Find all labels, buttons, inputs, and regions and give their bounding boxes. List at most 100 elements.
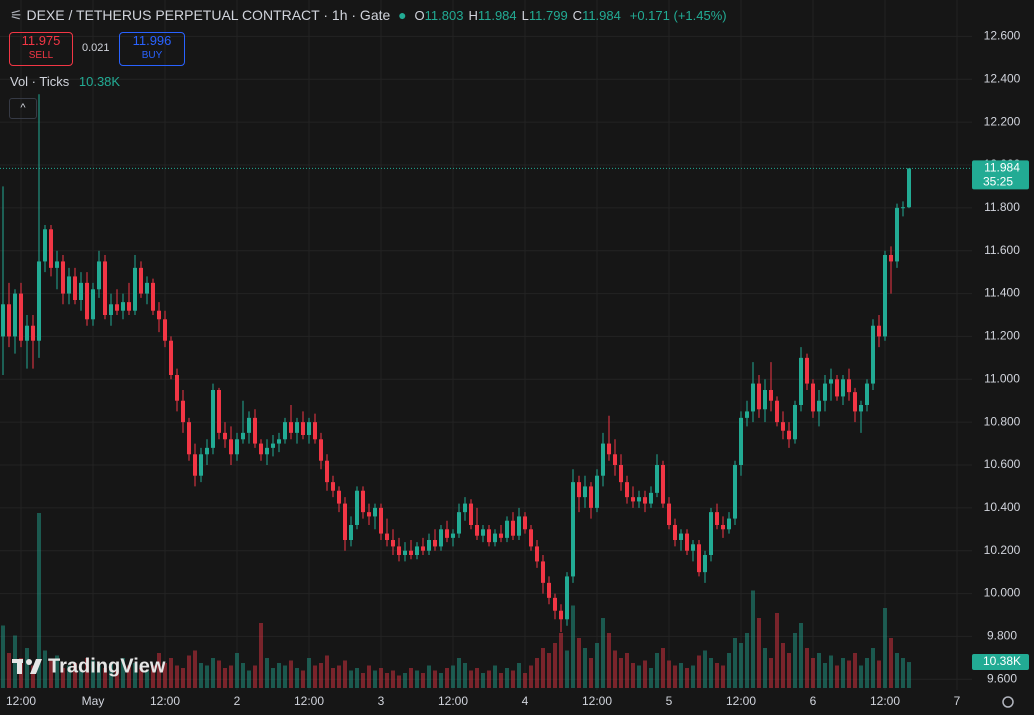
candle-body (175, 375, 179, 401)
candle-body (445, 529, 449, 538)
volume-bar (469, 670, 473, 688)
x-tick-label: May (82, 694, 105, 708)
volume-bar (871, 648, 875, 688)
candle-body (25, 325, 29, 341)
symbol-title: DEXE / TETHERUS PERPETUAL CONTRACT · 1h … (26, 7, 391, 23)
candle-body (673, 525, 677, 540)
volume-bar (829, 655, 833, 688)
ohlc-key: L (521, 8, 529, 23)
volume-bar (169, 658, 173, 688)
candle-body (817, 400, 821, 412)
candle-body (547, 582, 551, 598)
volume-bar (127, 665, 131, 688)
volume-bar (781, 643, 785, 688)
volume-value: 10.38K (78, 74, 121, 89)
volume-bar (793, 633, 797, 688)
candle-body (223, 432, 227, 440)
candle-body (511, 520, 515, 536)
candle-body (391, 540, 395, 547)
volume-bar (61, 668, 65, 688)
volume-bar (493, 665, 497, 688)
candle-body (757, 383, 761, 410)
candle-body (319, 439, 323, 461)
candle-body (193, 454, 197, 476)
candle-body (37, 261, 41, 341)
volume-bar (115, 670, 119, 688)
y-tick-label: 9.800 (987, 629, 1017, 643)
candle-body (151, 282, 155, 311)
volume-bar (787, 653, 791, 688)
volume-bar (313, 665, 317, 688)
volume-bar (613, 650, 617, 688)
candle-body (763, 390, 767, 410)
x-tick-label: 12:00 (726, 694, 756, 708)
volume-bar (811, 658, 815, 688)
candle-body (667, 503, 671, 525)
candle-body (235, 439, 239, 455)
buy-button[interactable]: 11.996 BUY (119, 32, 185, 66)
vol-layer (1, 513, 911, 688)
volume-bar (541, 648, 545, 688)
volume-bar (403, 673, 407, 688)
candle-body (439, 529, 443, 547)
last-price-badge (972, 160, 1029, 190)
volume-bar (529, 665, 533, 688)
candle-body (529, 529, 533, 547)
candle-body (907, 168, 911, 208)
volume-bar (883, 608, 887, 688)
candle-body (457, 512, 461, 534)
candle-body (745, 411, 749, 418)
volume-bar (373, 670, 377, 688)
collapse-button[interactable]: ^ (9, 98, 37, 119)
volume-bar (535, 658, 539, 688)
volume-bar (679, 663, 683, 688)
candle-body (49, 229, 53, 268)
candle-body (187, 422, 191, 455)
volume-bar (481, 673, 485, 688)
x-tick-label: 5 (666, 694, 673, 708)
candle-body (571, 482, 575, 577)
volume-bar (223, 668, 227, 688)
candle-body (469, 503, 473, 525)
volume-bar (565, 650, 569, 688)
candle-body (331, 482, 335, 491)
volume-bar (427, 665, 431, 688)
candle-body (19, 293, 23, 341)
change: +0.171 (+1.45%) (629, 8, 727, 23)
volume-bar (841, 658, 845, 688)
y-tick-label: 12.400 (984, 71, 1021, 85)
candle-body (289, 422, 293, 433)
y-tick-label: 9.600 (987, 671, 1017, 685)
candle-body (727, 518, 731, 530)
candle-body (595, 475, 599, 508)
volume-bar (511, 670, 515, 688)
volume-bar (145, 670, 149, 688)
volume-bar (187, 655, 191, 688)
volume-bar (271, 668, 275, 688)
volume-label: Vol · Ticks (10, 74, 70, 89)
volume-bar (889, 638, 893, 688)
volume-bar (355, 668, 359, 688)
candle-body (679, 533, 683, 540)
candle-body (31, 325, 35, 341)
volume-bar (823, 663, 827, 688)
candle-body (859, 405, 863, 412)
symbol-icon: ⚟ (10, 7, 23, 23)
volume-bar (445, 668, 449, 688)
candle-body (91, 289, 95, 320)
candle-body (421, 546, 425, 551)
candle-body (127, 302, 131, 311)
candle-body (343, 503, 347, 540)
candle-body (373, 507, 377, 517)
sell-button[interactable]: 11.975 SELL (9, 32, 73, 66)
candle-body (787, 430, 791, 440)
candle-body (415, 546, 419, 555)
candle-body (487, 529, 491, 543)
volume-bar (253, 665, 257, 688)
ohlc-key: C (572, 8, 583, 23)
candle-body (361, 490, 365, 513)
volume-bar (697, 655, 701, 688)
y-tick-label: 11.600 (984, 243, 1020, 257)
volume-bar (67, 665, 71, 688)
settings-icon[interactable] (1002, 696, 1014, 708)
